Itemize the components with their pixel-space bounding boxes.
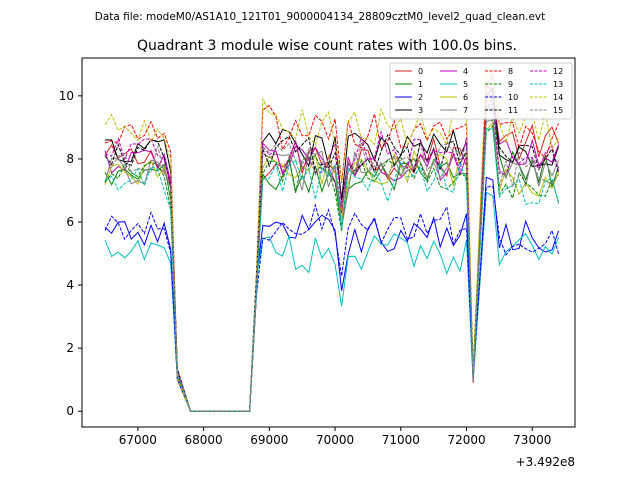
legend-label-5: 5 <box>463 80 468 89</box>
x-tick-label: 67000 <box>119 433 157 447</box>
legend-label-15: 15 <box>553 106 563 115</box>
plot-frame <box>81 57 576 428</box>
series-line-7 <box>104 119 560 412</box>
data-file-label: Data file: modeM0/AS1A10_121T01_90000041… <box>95 11 546 23</box>
x-tick-label: 69000 <box>250 433 288 447</box>
series-line-12 <box>104 102 560 412</box>
y-tick-label: 0 <box>66 404 74 418</box>
legend-label-3: 3 <box>418 106 423 115</box>
legend-label-0: 0 <box>418 67 423 76</box>
legend-label-13: 13 <box>553 80 563 89</box>
legend-label-12: 12 <box>553 67 563 76</box>
y-tick-label: 8 <box>66 152 74 166</box>
series-line-13 <box>104 128 560 412</box>
legend-box <box>389 62 573 120</box>
legend-label-1: 1 <box>418 80 423 89</box>
y-tick-label: 10 <box>59 89 74 103</box>
x-tick-label: 71000 <box>382 433 420 447</box>
x-tick-label: 72000 <box>447 433 485 447</box>
y-tick-label: 2 <box>66 341 74 355</box>
x-tick-label: 73000 <box>513 433 551 447</box>
chart-title: Quadrant 3 module wise count rates with … <box>137 38 517 54</box>
legend-label-7: 7 <box>463 106 468 115</box>
y-tick-label: 6 <box>66 215 74 229</box>
x-offset-text: +3.492e8 <box>516 455 575 469</box>
legend-label-10: 10 <box>508 93 518 102</box>
series-line-11 <box>104 95 560 412</box>
legend-label-8: 8 <box>508 67 513 76</box>
x-tick-label: 70000 <box>316 433 354 447</box>
legend-label-4: 4 <box>463 67 468 76</box>
axes-layer: 67000 68000 69000 70000 71000 72000 73000 0 2 4 6 8… <box>59 89 552 447</box>
series-line-15 <box>104 103 560 412</box>
x-tick-label: 68000 <box>185 433 223 447</box>
legend-label-14: 14 <box>553 93 563 102</box>
legend-label-6: 6 <box>463 93 468 102</box>
legend-label-2: 2 <box>418 93 423 102</box>
y-tick-label: 4 <box>66 278 74 292</box>
legend-label-9: 9 <box>508 80 513 89</box>
legend-label-11: 11 <box>508 106 518 115</box>
